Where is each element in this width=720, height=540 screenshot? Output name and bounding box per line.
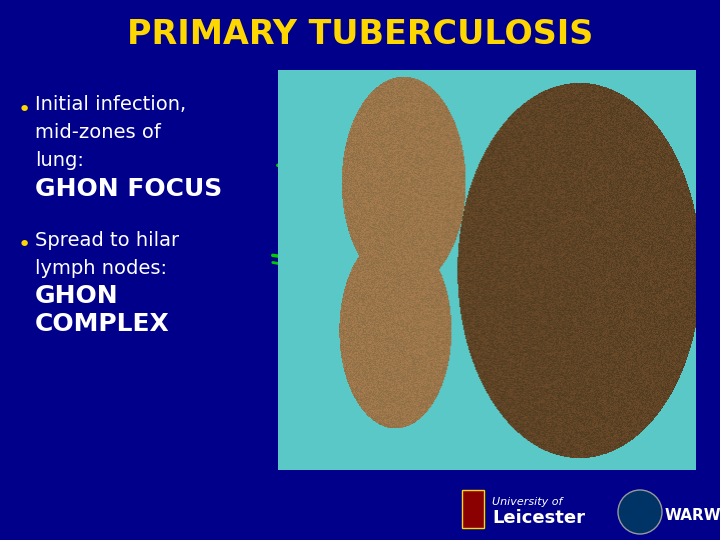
Text: Leicester: Leicester xyxy=(492,509,585,527)
Text: GHON: GHON xyxy=(35,284,119,308)
Text: UoL: UoL xyxy=(466,499,480,505)
Text: University of: University of xyxy=(492,497,562,507)
Text: •: • xyxy=(18,235,31,255)
Bar xyxy=(462,490,484,528)
Text: •: • xyxy=(18,100,31,120)
Text: mid-zones of: mid-zones of xyxy=(35,124,161,143)
Text: lung:: lung: xyxy=(35,152,84,171)
Bar xyxy=(278,70,695,470)
Text: Initial infection,: Initial infection, xyxy=(35,96,186,114)
Text: COMPLEX: COMPLEX xyxy=(35,312,170,336)
Circle shape xyxy=(618,490,662,534)
Text: PRIMARY TUBERCULOSIS: PRIMARY TUBERCULOSIS xyxy=(127,18,593,51)
Text: GHON FOCUS: GHON FOCUS xyxy=(35,177,222,201)
Text: WARWICK: WARWICK xyxy=(665,508,720,523)
Text: lymph nodes:: lymph nodes: xyxy=(35,259,167,278)
Text: Spread to hilar: Spread to hilar xyxy=(35,231,179,249)
